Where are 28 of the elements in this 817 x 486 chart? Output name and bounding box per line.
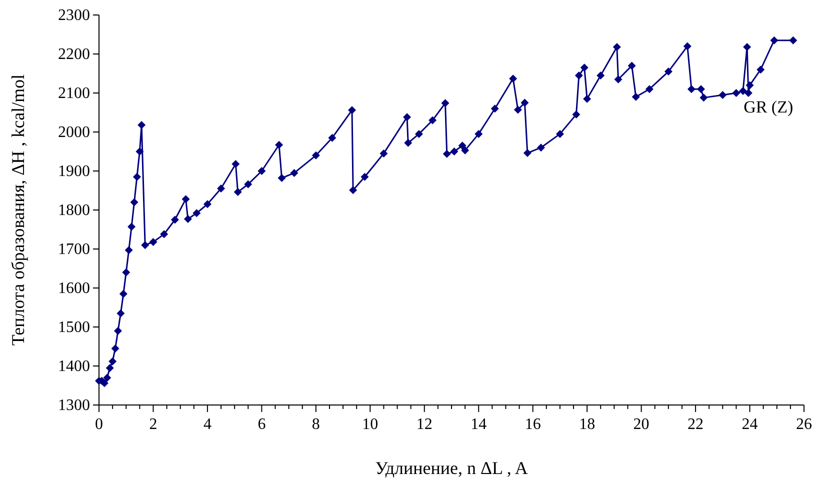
x-tick-label: 18 <box>579 416 596 433</box>
x-tick-label: 6 <box>258 416 266 433</box>
y-tick-label: 2100 <box>58 85 90 102</box>
y-tick-label: 1900 <box>58 163 90 180</box>
y-tick-label: 1400 <box>58 358 90 375</box>
y-tick-label: 2000 <box>58 124 90 141</box>
x-tick-label: 4 <box>203 416 212 433</box>
x-tick-label: 12 <box>416 416 432 433</box>
x-tick-label: 2 <box>149 416 158 433</box>
y-tick-label: 2200 <box>58 46 90 63</box>
y-tick-label: 1500 <box>58 319 90 336</box>
x-axis-title: Удлинение, n ΔL , A <box>375 458 528 478</box>
y-tick-label: 1600 <box>58 280 90 297</box>
x-tick-label: 14 <box>470 416 487 433</box>
x-tick-label: 0 <box>95 416 103 433</box>
series-label: GR (Z) <box>744 97 794 116</box>
x-tick-label: 10 <box>362 416 378 433</box>
y-tick-label: 1300 <box>58 397 90 414</box>
x-tick-label: 8 <box>312 416 320 433</box>
y-tick-label: 1700 <box>58 241 90 258</box>
x-tick-label: 16 <box>524 416 541 433</box>
x-tick-label: 22 <box>688 416 704 433</box>
y-axis-title: Теплота образования, ΔH , kcal/mol <box>8 74 28 346</box>
y-tick-label: 1800 <box>58 202 90 219</box>
y-tick-label: 2300 <box>58 7 90 24</box>
x-tick-label: 20 <box>633 416 650 433</box>
x-tick-label: 24 <box>742 416 758 433</box>
x-tick-label: 26 <box>796 416 812 433</box>
